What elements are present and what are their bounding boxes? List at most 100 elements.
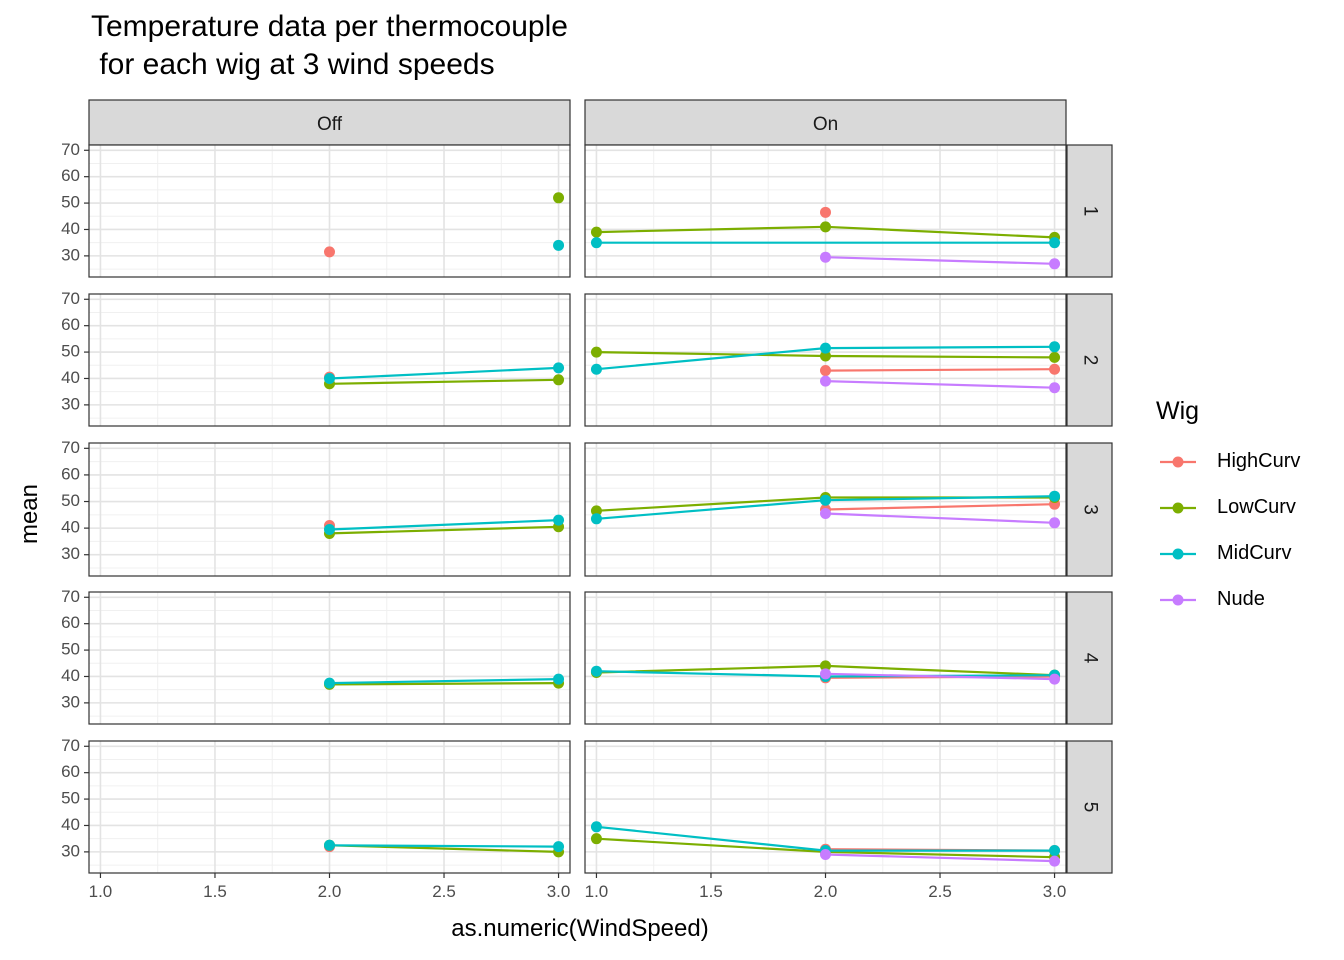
data-point-lowcurv [590,346,602,358]
y-tick-label: 40 [61,518,80,537]
series-line-lowcurv [329,525,559,535]
y-tick-label: 70 [61,587,80,606]
y-tick-label: 50 [61,640,80,659]
data-point-nude [1049,382,1061,394]
data-point-midcurv [553,514,565,526]
legend-label-midcurv: MidCurv [1217,542,1292,564]
row-strip-4 [1066,591,1113,725]
row-strip-label-1: 1 [1079,206,1100,217]
x-axis-title: as.numeric(WindSpeed) [451,915,709,942]
series-line-midcurv [329,519,559,531]
y-tick-label: 50 [61,342,80,361]
panel-border [88,144,571,278]
data-point-midcurv [553,362,565,374]
y-tick-label: 60 [61,613,80,632]
y-tick-label: 30 [61,544,80,563]
data-point-lowcurv [553,192,565,204]
x-tick-label: 2.0 [814,882,838,901]
data-point-nude [820,849,831,861]
x-tick-label: 1.5 [203,882,227,901]
data-point-nude [1049,517,1061,529]
data-point-highcurv [820,206,831,218]
row-strip-label-2: 2 [1079,355,1100,366]
y-tick-label: 40 [61,368,80,387]
data-point-nude [820,668,831,680]
data-point-midcurv [324,677,335,689]
data-point-nude [820,251,831,263]
data-point-highcurv [1049,363,1061,375]
data-point-midcurv [590,363,602,375]
row-strip-2 [1066,293,1113,427]
x-tick-label: 2.0 [318,882,342,901]
row-strip-label-5: 5 [1079,802,1100,813]
y-tick-label: 30 [61,841,80,860]
series-line-midcurv [329,844,559,848]
legend-label-lowcurv: LowCurv [1217,496,1296,518]
data-point-midcurv [590,237,602,249]
data-point-lowcurv [820,221,831,233]
data-point-midcurv [553,239,565,251]
data-point-lowcurv [590,226,602,238]
facet-strip-label-on: On [813,114,838,135]
data-point-midcurv [1049,237,1061,249]
data-point-lowcurv [590,505,602,517]
row-strip-label-4: 4 [1079,653,1100,664]
y-tick-label: 30 [61,692,80,711]
series-line-highcurv [825,503,1055,511]
series-line-midcurv [329,678,559,685]
data-point-lowcurv [590,833,602,845]
y-tick-label: 60 [61,315,80,334]
y-tick-label: 50 [61,491,80,510]
legend-key-point-lowcurv [1172,502,1184,514]
data-point-midcurv [1049,845,1061,857]
data-point-midcurv [553,673,565,685]
data-point-nude [820,507,831,519]
x-tick-label: 2.5 [432,882,456,901]
data-point-highcurv [324,246,335,258]
legend-key-point-nude [1172,594,1184,606]
y-tick-label: 30 [61,394,80,413]
x-tick-label: 2.5 [928,882,952,901]
panel-border [88,442,571,577]
panel-border [88,293,571,427]
data-point-midcurv [324,372,335,384]
panel-border [88,591,571,725]
series-line-nude [825,512,1055,524]
facet-strip-on [584,99,1067,146]
data-point-nude [820,375,831,387]
row-strip-3 [1066,442,1113,577]
y-tick-label: 70 [61,438,80,457]
data-point-nude [1049,855,1061,867]
y-tick-label: 40 [61,219,80,238]
panel-border [584,442,1067,577]
chart-title-line-2: for each wig at 3 wind speeds [91,48,495,81]
data-point-lowcurv [1049,351,1061,363]
row-strip-label-3: 3 [1079,504,1100,515]
data-point-midcurv [590,665,602,677]
legend-key-point-highcurv [1172,456,1184,468]
y-tick-label: 60 [61,166,80,185]
series-line-nude [825,380,1055,389]
facet-strip-off [88,99,571,146]
x-tick-label: 1.5 [699,882,723,901]
data-point-midcurv [324,523,335,535]
y-tick-label: 70 [61,736,80,755]
data-point-midcurv [590,513,602,525]
y-tick-label: 50 [61,789,80,808]
series-line-highcurv [825,368,1055,372]
series-line-nude [825,672,1055,681]
series-line-nude [825,853,1055,863]
series-line-lowcurv [329,378,559,385]
data-point-nude [1049,258,1061,270]
x-tick-label: 3.0 [1043,882,1067,901]
data-point-lowcurv [820,350,831,362]
series-line-midcurv [329,366,559,380]
data-point-midcurv [590,821,602,833]
legend-label-highcurv: HighCurv [1217,450,1301,472]
y-tick-label: 40 [61,666,80,685]
data-point-nude [1049,673,1061,685]
y-tick-label: 60 [61,464,80,483]
panel-border [584,293,1067,427]
chart-title-line-1: Temperature data per thermocouple [91,10,568,43]
